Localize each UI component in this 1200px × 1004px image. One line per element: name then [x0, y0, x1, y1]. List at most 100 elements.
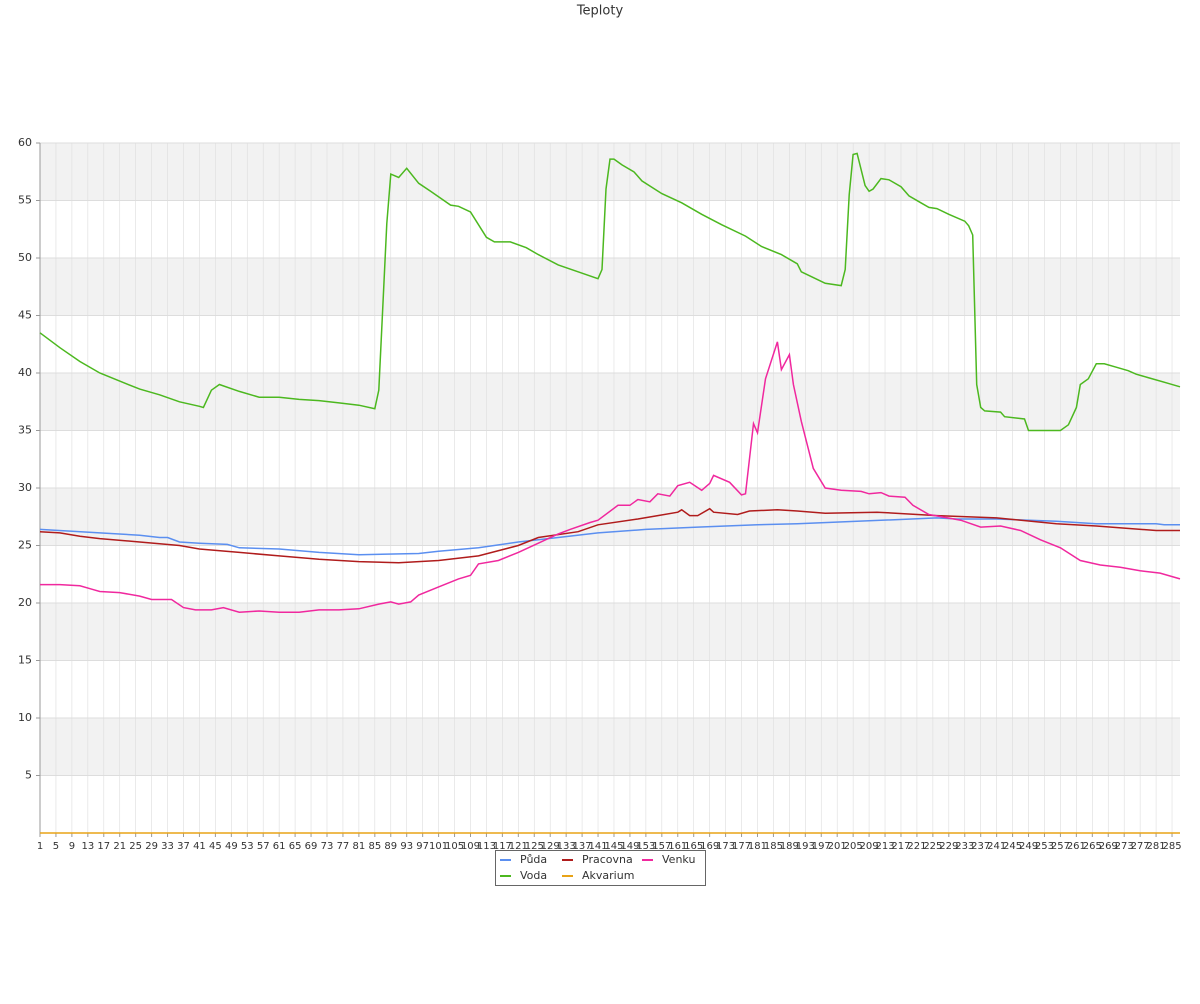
x-tick-label: 137 [573, 841, 592, 852]
y-tick-label: 20 [18, 596, 32, 609]
y-tick-label: 55 [18, 194, 32, 207]
x-tick-label: 117 [493, 841, 512, 852]
grid-band [40, 603, 1180, 661]
legend [495, 850, 706, 886]
x-tick-label: 177 [732, 841, 751, 852]
x-tick-label: 253 [1035, 841, 1054, 852]
x-tick-label: 33 [161, 841, 174, 852]
x-tick-label: 61 [273, 841, 286, 852]
x-tick-label: 41 [193, 841, 206, 852]
x-tick-label: 201 [828, 841, 847, 852]
x-tick-label: 185 [764, 841, 783, 852]
legend-item: Akvarium [562, 869, 634, 882]
x-tick-label: 9 [69, 841, 75, 852]
x-tick-label: 273 [1115, 841, 1134, 852]
x-tick-label: 225 [923, 841, 942, 852]
series-line [40, 341, 1181, 613]
x-tick-label: 73 [321, 841, 334, 852]
x-tick-label: 37 [177, 841, 190, 852]
x-tick-label: 161 [668, 841, 687, 852]
x-tick-label: 85 [368, 841, 381, 852]
x-tick-label: 57 [257, 841, 270, 852]
y-tick-label: 50 [18, 251, 32, 264]
y-tick-label: 5 [25, 769, 32, 782]
chart-title: Teploty [576, 4, 624, 19]
x-tick-label: 217 [891, 841, 910, 852]
x-tick-label: 17 [97, 841, 110, 852]
series-line [39, 517, 1180, 556]
x-tick-label: 197 [812, 841, 831, 852]
legend-label: Venku [662, 853, 695, 866]
x-tick-label: 173 [716, 841, 735, 852]
x-tick-label: 285 [1162, 841, 1181, 852]
x-tick-label: 213 [875, 841, 894, 852]
y-tick-label: 45 [18, 309, 32, 322]
x-tick-label: 181 [748, 841, 767, 852]
x-tick-label: 233 [955, 841, 974, 852]
x-tick-label: 97 [416, 841, 429, 852]
x-tick-label: 229 [939, 841, 958, 852]
x-tick-label: 121 [509, 841, 528, 852]
legend-label: Pracovna [582, 853, 633, 866]
y-tick-label: 35 [18, 424, 32, 437]
y-tick-label: 10 [18, 711, 32, 724]
x-tick-label: 149 [620, 841, 639, 852]
legend-item: Venku [642, 853, 695, 866]
x-tick-label: 241 [987, 841, 1006, 852]
x-tick-label: 209 [860, 841, 879, 852]
x-tick-label: 65 [289, 841, 302, 852]
x-tick-label: 169 [700, 841, 719, 852]
y-tick-label: 25 [18, 539, 32, 552]
x-tick-label: 249 [1019, 841, 1038, 852]
legend-label: Půda [520, 853, 547, 866]
grid-band [40, 258, 1180, 316]
x-tick-label: 25 [129, 841, 142, 852]
x-tick-label: 77 [337, 841, 350, 852]
x-tick-label: 165 [684, 841, 703, 852]
x-tick-label: 129 [541, 841, 560, 852]
x-tick-label: 69 [305, 841, 318, 852]
x-tick-label: 141 [588, 841, 607, 852]
x-tick-label: 109 [461, 841, 480, 852]
x-tick-label: 1 [37, 841, 43, 852]
x-tick-label: 5 [53, 841, 59, 852]
legend-label: Voda [520, 869, 547, 882]
x-tick-label: 277 [1131, 841, 1150, 852]
x-tick-label: 281 [1147, 841, 1166, 852]
x-tick-label: 45 [209, 841, 222, 852]
x-tick-label: 157 [652, 841, 671, 852]
legend-item: Pracovna [562, 853, 633, 866]
y-tick-label: 60 [18, 136, 32, 149]
x-tick-label: 29 [145, 841, 158, 852]
x-tick-label: 193 [796, 841, 815, 852]
x-tick-label: 205 [844, 841, 863, 852]
x-tick-label: 145 [604, 841, 623, 852]
x-tick-label: 153 [636, 841, 655, 852]
legend-label: Akvarium [582, 869, 634, 882]
x-tick-label: 245 [1003, 841, 1022, 852]
x-tick-label: 221 [907, 841, 926, 852]
x-tick-label: 89 [384, 841, 397, 852]
x-tick-label: 261 [1067, 841, 1086, 852]
x-tick-label: 49 [225, 841, 238, 852]
x-tick-label: 101 [429, 841, 448, 852]
legend-item: Voda [500, 869, 547, 882]
grid-band [40, 143, 1180, 201]
x-tick-label: 125 [525, 841, 544, 852]
x-tick-label: 13 [81, 841, 94, 852]
x-tick-label: 257 [1051, 841, 1070, 852]
grid-band [40, 718, 1180, 776]
grid-band [40, 373, 1180, 431]
x-tick-label: 81 [353, 841, 366, 852]
x-tick-label: 113 [477, 841, 496, 852]
y-tick-label: 15 [18, 654, 32, 667]
grid-band [40, 488, 1180, 546]
legend-item: Půda [500, 853, 547, 866]
x-tick-label: 269 [1099, 841, 1118, 852]
x-tick-label: 53 [241, 841, 254, 852]
y-tick-label: 40 [18, 366, 32, 379]
x-tick-label: 93 [400, 841, 413, 852]
y-tick-label: 30 [18, 481, 32, 494]
x-tick-label: 189 [780, 841, 799, 852]
